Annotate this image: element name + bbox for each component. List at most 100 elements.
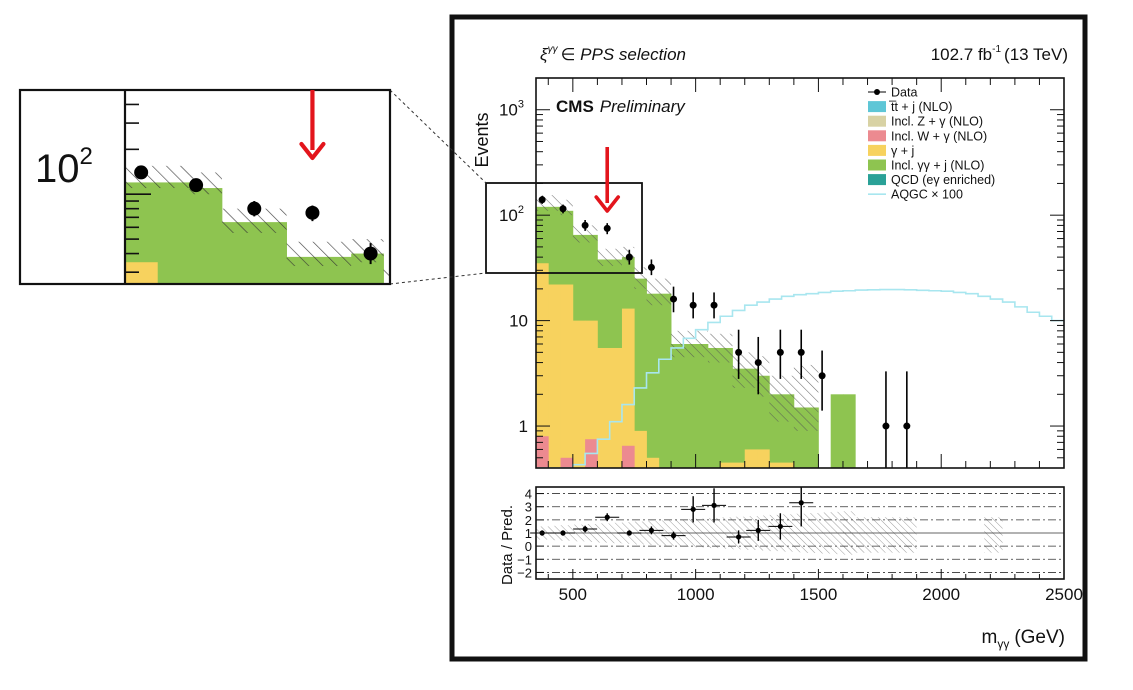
uncertainty-band-bin (744, 352, 758, 388)
bar--j (781, 462, 795, 468)
arrow-head (299, 141, 326, 161)
y-axis-label: Events (472, 112, 492, 167)
inset-bar-incl-j-nlo- (157, 182, 191, 284)
uncertainty-band-bin (769, 375, 782, 422)
uncertainty-band-bin (793, 364, 807, 431)
bar-incl-j-nlo- (634, 278, 647, 468)
data-point (710, 301, 718, 309)
legend-label: Incl. γγ + j (NLO) (891, 159, 984, 173)
bar--j (769, 462, 782, 468)
data-point (882, 422, 890, 430)
bar--j (634, 430, 647, 468)
uncertainty-band-bin (609, 248, 622, 266)
legend-item-aqgc-100: AQGC × 100 (868, 188, 963, 202)
uncertainty-band-bin (548, 195, 561, 211)
inset-data-point (305, 205, 320, 220)
legend-swatch (868, 159, 886, 171)
ratio-y-tick-label: −1 (517, 552, 532, 567)
inset-bar--j (125, 262, 158, 284)
uncertainty-band-bin (707, 333, 721, 363)
bar-incl-j-nlo- (707, 347, 721, 468)
uncertainty-band-bin (572, 225, 586, 243)
bar--j (609, 347, 623, 468)
bar--j (597, 347, 611, 468)
bar--j (572, 320, 586, 468)
bar--j (621, 308, 635, 468)
bar--j (744, 449, 758, 468)
uncertainty-band-bin (585, 225, 598, 243)
legend-item-incl-j-nlo: Incl. γγ + j (NLO) (868, 159, 984, 173)
ratio-point (736, 534, 742, 540)
uncertainty-band-bin (806, 364, 819, 431)
legend-item-t-t-j-nlo: t̅t + j (NLO) (868, 100, 952, 114)
uncertainty-band-bin (683, 330, 696, 358)
bar-incl-j-nlo- (683, 343, 697, 468)
highlight-arrows (299, 90, 621, 213)
data-point (776, 348, 784, 356)
inset-uncertainty-bin (383, 268, 390, 284)
legend-item-data: Data (868, 86, 917, 100)
ratio-uncertainty-bin (984, 517, 1003, 553)
legend-swatch (868, 144, 886, 156)
legend-label: AQGC × 100 (891, 188, 963, 202)
legend-item-j: γ + j (868, 144, 914, 158)
x-tick-labels: 500 1000 1500 2000 2500 (559, 585, 1083, 604)
x-tick-label: 2500 (1045, 585, 1083, 604)
ratio-y-axis-label: Data / Pred. (499, 505, 516, 585)
zoom-connector-bottom (389, 272, 487, 285)
ratio-point (777, 523, 783, 530)
ratio-y-tick-label: 2 (525, 513, 532, 528)
x-tick-label: 2000 (922, 585, 960, 604)
inset-data-point (363, 246, 378, 261)
legend-label: t̅t + j (NLO) (889, 100, 953, 114)
data-point (625, 253, 633, 261)
y-tick-label: 102 (499, 204, 524, 225)
legend-swatch (868, 115, 886, 127)
bar-incl-j-nlo- (757, 375, 770, 468)
bar--j (560, 284, 574, 468)
main-arrow (594, 147, 621, 213)
bar-incl-j-nlo- (744, 368, 758, 468)
bar-incl-j-nlo- (720, 347, 733, 468)
data-point (559, 205, 567, 213)
inset-uncertainty-bin (318, 241, 352, 267)
ratio-point (711, 502, 717, 508)
legend-item-incl-z-nlo: Incl. Z + γ (NLO) (868, 115, 983, 129)
zoom-region-box (485, 182, 643, 274)
data-point (797, 348, 805, 356)
inset-frame (18, 88, 392, 286)
ratio-y-tick-label: −2 (517, 565, 532, 580)
bar--j (548, 284, 561, 468)
data-point (689, 301, 697, 309)
ratio-point (690, 506, 696, 512)
inset-uncertainty-bin (157, 165, 190, 189)
legend-item-incl-w-nlo: Incl. W + γ (NLO) (868, 129, 987, 143)
data-point (647, 263, 655, 271)
inset-arrow (299, 90, 326, 161)
data-point (603, 224, 611, 232)
legend-marker (874, 89, 880, 95)
zoom-inset: 102 (18, 88, 392, 286)
uncertainty-band-bin (597, 248, 610, 266)
bar-incl-j-nlo- (842, 394, 856, 468)
uncertainty-band-bin (658, 278, 672, 306)
ratio-y-tick-label: 0 (525, 539, 532, 554)
bar--j (720, 462, 733, 468)
bar--j (585, 320, 598, 468)
bar-incl-j-nlo- (671, 343, 684, 468)
ratio-y-tick-label: 3 (525, 500, 532, 515)
legend-label: QCD (eγ enriched) (891, 173, 995, 187)
ratio-plot (530, 487, 1064, 573)
uncertainty-band-bin (781, 375, 794, 422)
data-point (538, 196, 546, 204)
inset-data-point (247, 201, 262, 216)
ratio-point (626, 530, 632, 536)
ratio-uncertainty-bin (842, 517, 917, 553)
selection-label: ξγγ ∈ PPS selection (540, 44, 686, 64)
main-plot (536, 195, 1064, 468)
uncertainty-band-bin (634, 267, 647, 289)
bar-incl-j-nlo- (732, 368, 746, 468)
